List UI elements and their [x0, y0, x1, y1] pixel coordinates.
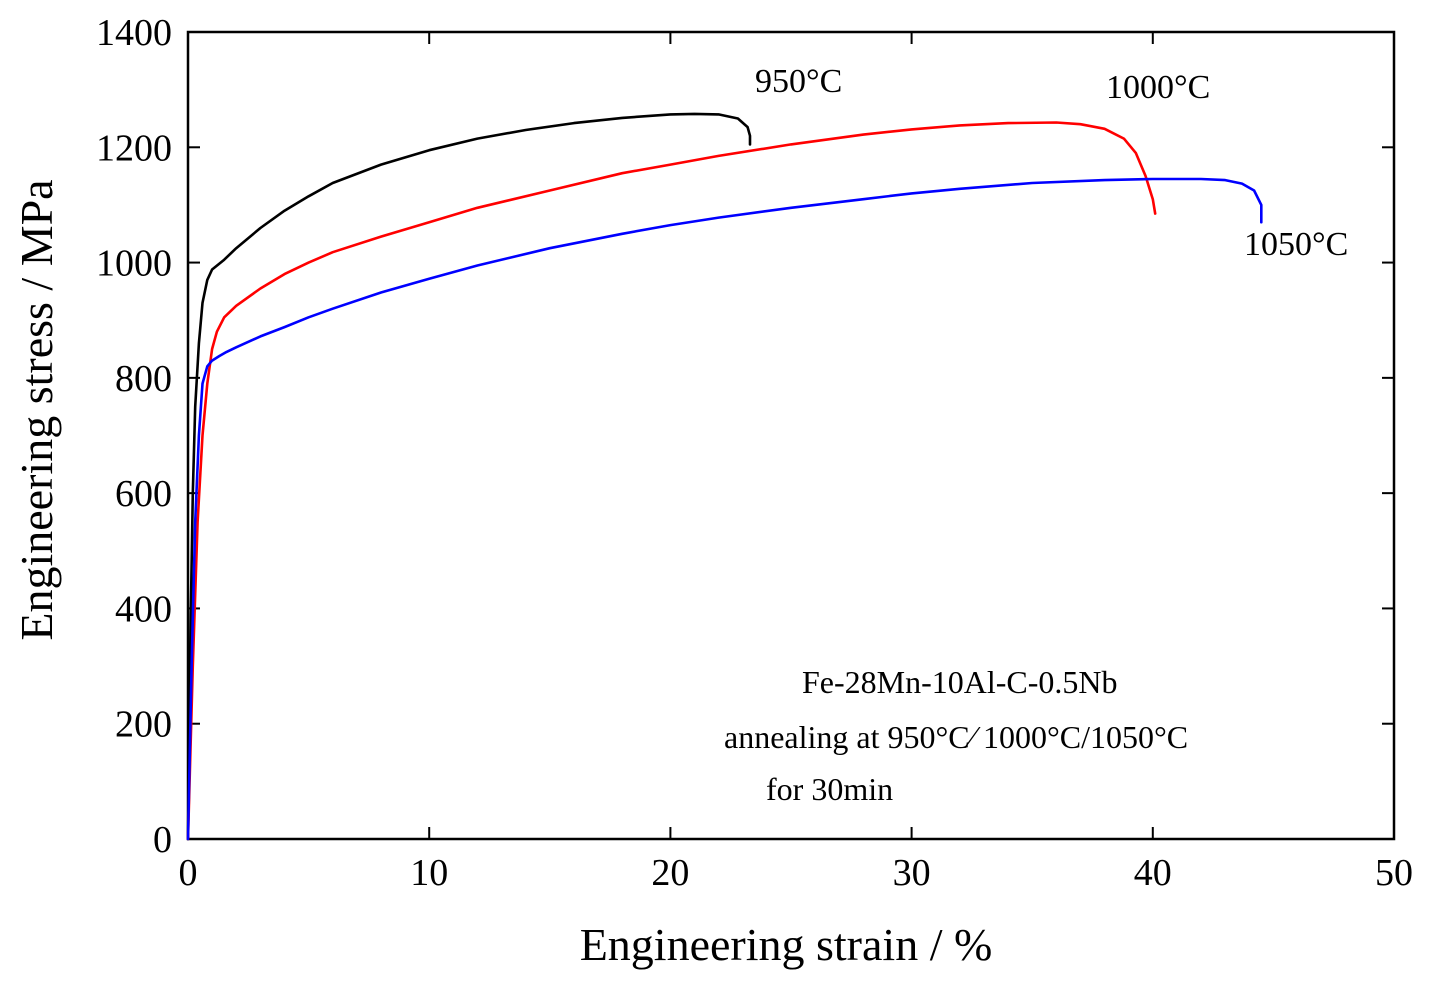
data-series: [186, 112, 1263, 841]
x-tick-label: 40: [1134, 852, 1172, 894]
y-tick-label: 1400: [96, 12, 172, 54]
x-tick-label: 0: [179, 852, 198, 894]
axis-tick-labels: 0 10 20 30 40 50 0 200 400 600 800 1000 1200 1400: [96, 12, 1413, 894]
series-line-950: [186, 112, 752, 841]
y-tick-label: 0: [153, 819, 172, 861]
x-tick-label: 20: [651, 852, 689, 894]
y-tick-label: 1200: [96, 127, 172, 169]
annotation-alloy: Fe-28Mn-10Al-C-0.5Nb: [802, 664, 1118, 700]
series-line-1000: [186, 121, 1157, 841]
x-tick-label: 30: [893, 852, 931, 894]
plot-frame: [186, 30, 1396, 841]
x-tick-label: 50: [1375, 852, 1413, 894]
axis-ticks: [187, 31, 1395, 840]
series-line-1050: [186, 177, 1263, 841]
y-tick-label: 600: [115, 473, 172, 515]
curve-label-1050: 1050°C: [1244, 226, 1348, 263]
x-tick-label: 10: [410, 852, 448, 894]
y-tick-label: 1000: [96, 243, 172, 285]
curve-label-1000: 1000°C: [1106, 69, 1210, 106]
y-axis-title: Engineering stress / MPa: [11, 179, 62, 640]
curve-label-950: 950°C: [755, 63, 842, 100]
y-tick-label: 800: [115, 358, 172, 400]
y-tick-label: 200: [115, 704, 172, 746]
annotation-annealing: annealing at 950°C⁄ 1000°C/1050°C: [724, 719, 1188, 755]
y-tick-label: 400: [115, 588, 172, 630]
x-axis-title: Engineering strain / %: [580, 919, 993, 970]
annotation-duration: for 30min: [766, 771, 893, 807]
